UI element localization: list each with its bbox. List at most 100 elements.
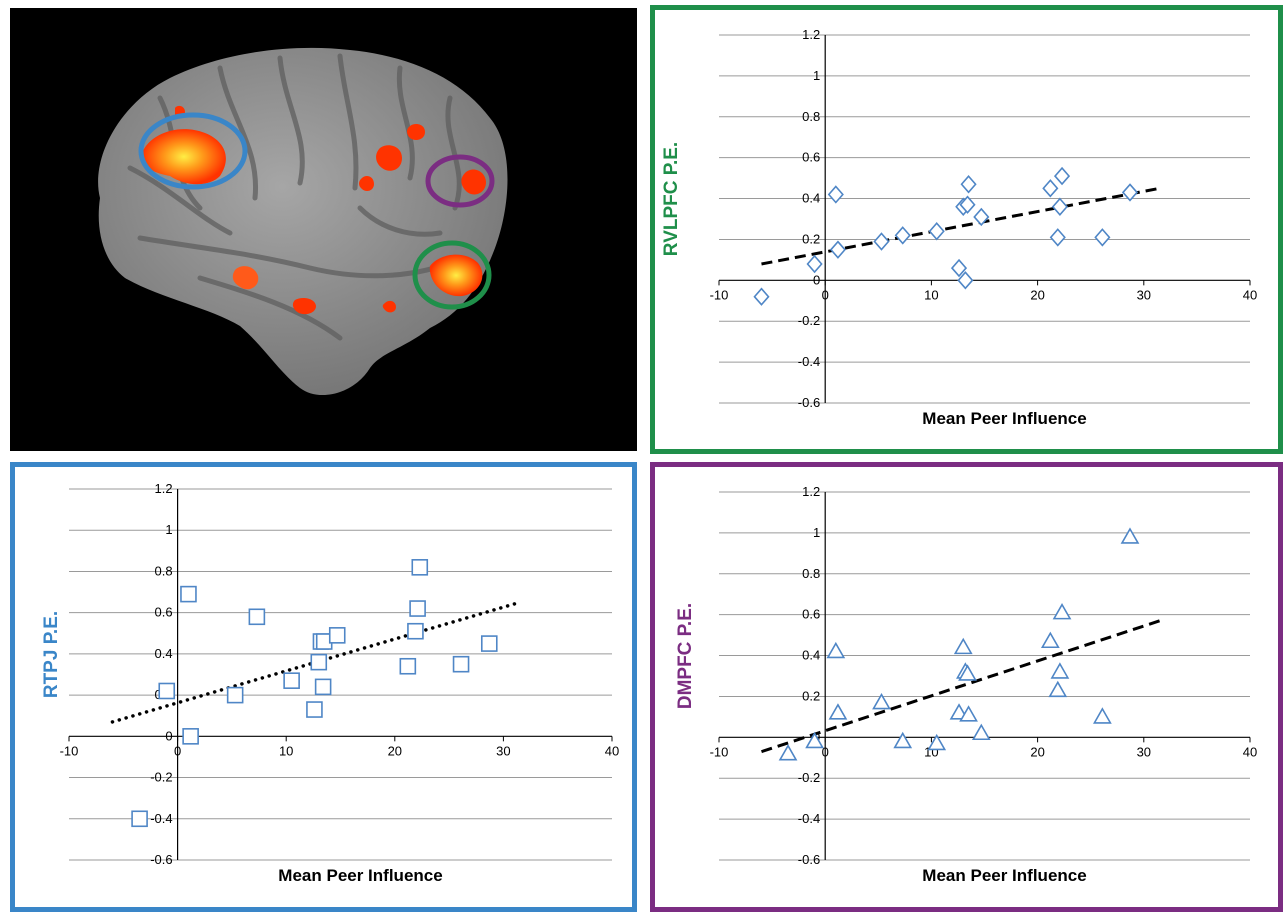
triangle-marker: [959, 705, 978, 722]
square-marker: [310, 653, 328, 671]
y-tick-label: 0: [165, 728, 172, 743]
x-tick-label: 40: [605, 743, 619, 758]
y-tick-label: -0.6: [150, 852, 172, 867]
x-tick-label: -10: [710, 287, 729, 302]
diamond-marker: [873, 232, 890, 251]
triangle-marker: [971, 723, 991, 741]
diamond-marker: [1051, 197, 1068, 216]
triangle-marker: [872, 692, 891, 710]
rvlpfc-chart-panel: -0.6 -0.4 -0.2 0 0.2 0.4 0.6 0.8 1 1.2 -10 0 10 20 30 4…: [650, 5, 1283, 454]
dmpfc-chart-panel: -0.6-0.4-0.200.20.40.60.811.2-1001020304…: [650, 462, 1283, 912]
trendline: [761, 186, 1161, 266]
x-axis-title: Mean Peer Influence: [278, 866, 442, 885]
y-tick-label: 1: [165, 522, 172, 537]
triangle-marker: [1052, 603, 1072, 620]
x-axis-title: Mean Peer Influence: [922, 409, 1086, 428]
square-marker: [411, 559, 429, 576]
triangle-marker: [826, 641, 846, 659]
activation-clusters: [141, 105, 486, 315]
trendline: [761, 619, 1161, 754]
rtpj-scatter-chart: -0.6-0.4-0.200.20.40.60.811.2-1001020304…: [41, 481, 619, 885]
triangle-marker: [1048, 680, 1068, 698]
y-tick-label: 0.4: [802, 191, 820, 206]
triangle-marker: [828, 703, 848, 720]
x-tick-label: 10: [924, 287, 938, 302]
square-marker: [158, 682, 176, 700]
x-tick-label: -10: [60, 743, 79, 758]
x-tick-label: 20: [1030, 744, 1044, 759]
x-tick-label: 20: [388, 743, 402, 758]
square-marker: [182, 728, 199, 745]
square-marker: [248, 608, 266, 626]
diamond-marker: [959, 195, 976, 214]
square-marker: [480, 635, 498, 652]
square-marker: [328, 627, 346, 644]
diamond-marker: [806, 254, 823, 274]
y-tick-label: -0.4: [798, 811, 820, 826]
y-tick-label: 0: [813, 272, 820, 287]
square-marker: [226, 686, 244, 704]
y-tick-label: 0.2: [802, 231, 820, 246]
triangle-marker: [893, 731, 913, 749]
y-tick-label: 0.4: [155, 646, 173, 661]
diamond-marker: [1094, 228, 1111, 247]
diamond-marker: [1049, 228, 1066, 247]
x-tick-label: 30: [1137, 287, 1151, 302]
x-tick-label: 40: [1243, 287, 1257, 302]
square-marker: [314, 678, 332, 696]
square-marker: [180, 585, 197, 603]
dmpfc-region-circle: [425, 154, 495, 208]
y-axis-title: RTPJ P.E.: [41, 611, 62, 698]
y-tick-label: 0.6: [155, 605, 173, 620]
x-tick-label: 0: [822, 287, 829, 302]
x-tick-label: -10: [710, 744, 729, 759]
y-tick-label: 0.6: [802, 150, 820, 165]
diamond-marker: [957, 271, 974, 290]
y-axis-title: RVLPFC P.E.: [661, 142, 682, 256]
square-marker: [283, 672, 300, 689]
x-tick-label: 0: [174, 743, 181, 758]
diamond-marker: [1121, 183, 1139, 202]
diamond-marker: [827, 185, 844, 204]
square-marker: [409, 600, 426, 617]
y-tick-label: 0.4: [802, 648, 820, 663]
triangle-marker: [1093, 707, 1112, 724]
y-tick-label: 1: [813, 68, 820, 83]
rvlpfc-scatter-chart: -0.6-0.4-0.200.20.40.60.811.2-10 0 10 20 30 4…: [661, 27, 1257, 428]
square-marker: [399, 657, 417, 675]
x-tick-label: 0: [822, 744, 829, 759]
y-tick-label: 1.2: [155, 481, 173, 496]
rvlpfc-region-circle: [412, 240, 492, 310]
triangle-marker: [927, 733, 947, 751]
y-tick-label: -0.2: [798, 770, 820, 785]
diamond-marker: [1042, 179, 1059, 198]
brain-activation-image: [10, 8, 637, 451]
rtpj-region-circle: [138, 112, 248, 190]
x-tick-label: 10: [279, 743, 293, 758]
y-tick-label: 1.2: [802, 27, 820, 42]
rtpj-chart-panel: -0.6-0.4-0.200.20.40.60.811.2-1001020304…: [10, 462, 637, 912]
y-tick-label: 0.6: [802, 607, 820, 622]
y-tick-label: -0.6: [798, 852, 820, 867]
triangle-marker: [778, 744, 798, 761]
x-tick-label: 30: [496, 743, 510, 758]
y-tick-label: -0.6: [798, 395, 820, 410]
square-marker: [452, 655, 470, 673]
triangle-marker: [953, 637, 973, 655]
square-marker: [131, 810, 148, 828]
diamond-marker: [753, 287, 770, 306]
y-tick-label: 1.2: [802, 484, 820, 499]
dmpfc-scatter-chart: -0.6-0.4-0.200.20.40.60.811.2-1001020304…: [675, 484, 1257, 885]
y-tick-label: -0.4: [798, 354, 820, 369]
diamond-marker: [1053, 166, 1071, 186]
x-tick-label: 20: [1030, 287, 1044, 302]
triangle-marker: [1120, 527, 1140, 544]
square-marker: [306, 701, 323, 718]
x-tick-label: 40: [1243, 744, 1257, 759]
y-tick-label: -0.2: [150, 770, 172, 785]
diamond-marker: [960, 175, 977, 194]
y-tick-label: -0.2: [798, 313, 820, 328]
y-tick-label: 0.8: [802, 566, 820, 581]
triangle-marker: [1050, 662, 1070, 679]
triangle-marker: [1040, 631, 1060, 649]
